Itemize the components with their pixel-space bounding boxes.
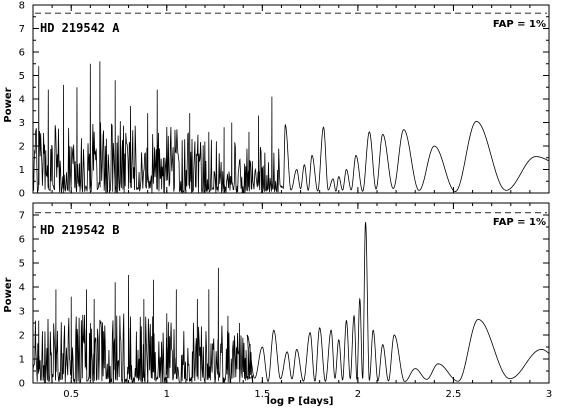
y-axis-label-b: Power: [3, 277, 14, 312]
x-tick-label: 1: [164, 389, 170, 400]
y-axis-label-a: Power: [3, 87, 14, 122]
x-tick-label: 3: [546, 389, 552, 400]
y-tick-label: 7: [19, 211, 25, 222]
y-ticks-a: 0 1 2 3 4 5 6 7 8: [19, 1, 549, 200]
x-tick-label: 1.5: [254, 389, 270, 400]
panel-hd219542b: 0.5 1 1.5 2 2.5 3 0 1 2 3 4 5 6 7 HD 219542 B FAP = …: [3, 202, 552, 400]
x-tick-label: 0.5: [63, 389, 79, 400]
plot-frame-b: [32, 202, 550, 384]
periodogram-line: [32, 61, 550, 194]
y-tick-label: 3: [19, 118, 25, 129]
panel-hd219542a: 0 1 2 3 4 5 6 7 8 HD 219542 A FAP = 1% Power: [3, 1, 550, 200]
y-tick-label: 0: [19, 189, 25, 200]
y-ticks-b: 0 1 2 3 4 5 6 7: [19, 202, 549, 390]
x-axis-label: log P [days]: [267, 396, 334, 407]
periodogram-series-b: [32, 222, 550, 384]
fap-label-b: FAP = 1%: [493, 217, 546, 228]
y-tick-label: 2: [19, 142, 25, 153]
x-ticks-a: [32, 5, 550, 193]
x-tick-label: 2: [355, 389, 361, 400]
periodogram-series-a: [32, 61, 550, 194]
y-tick-label: 1: [19, 165, 25, 176]
y-tick-label: 4: [19, 283, 25, 294]
y-tick-label: 6: [19, 48, 25, 59]
y-tick-label: 6: [19, 235, 25, 246]
y-tick-label: 2: [19, 331, 25, 342]
fap-label-a: FAP = 1%: [493, 19, 546, 30]
panel-title-a: HD 219542 A: [40, 21, 120, 35]
y-tick-label: 7: [19, 24, 25, 35]
y-tick-label: 0: [19, 379, 25, 390]
y-tick-label: 3: [19, 307, 25, 318]
y-tick-label: 5: [19, 71, 25, 82]
y-tick-label: 1: [19, 355, 25, 366]
periodogram-line: [32, 222, 550, 384]
x-tick-label: 2.5: [445, 389, 461, 400]
y-tick-label: 5: [19, 259, 25, 270]
y-tick-label: 8: [19, 1, 25, 12]
y-tick-label: 4: [19, 95, 25, 106]
panel-title-b: HD 219542 B: [40, 223, 119, 237]
